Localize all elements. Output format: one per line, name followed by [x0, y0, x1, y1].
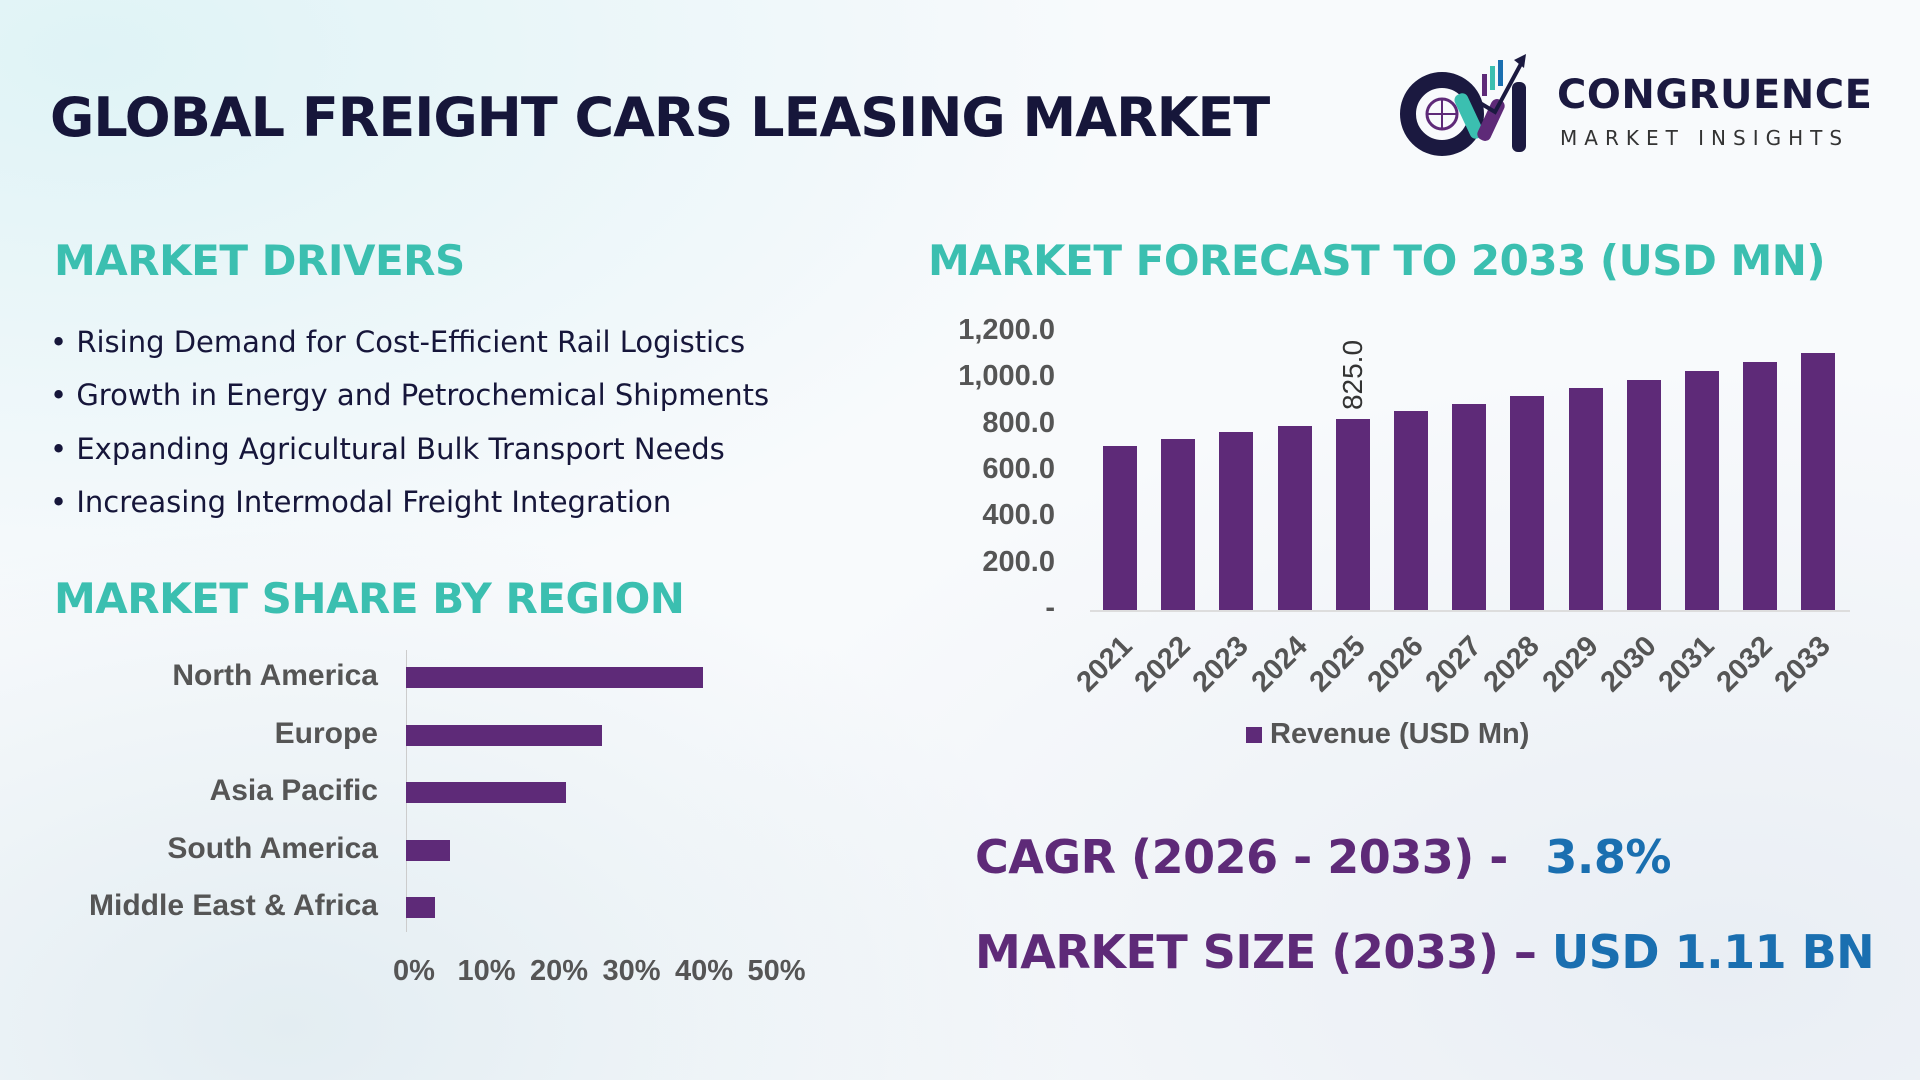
x-tick-label: 2022 [1128, 630, 1197, 699]
x-tick-label: 2030 [1594, 630, 1663, 699]
market-size: MARKET SIZE (2033) – USD 1.11 BN [975, 925, 1875, 979]
region-tick-label: 0% [393, 955, 435, 987]
driver-text: Rising Demand for Cost-Efficient Rail Lo… [76, 325, 746, 359]
forecast-bar [1394, 411, 1428, 610]
cagr-value: 3.8% [1545, 830, 1671, 884]
forecast-bar [1103, 445, 1137, 610]
driver-text: Growth in Energy and Petrochemical Shipm… [76, 378, 770, 412]
forecast-bar [1801, 352, 1836, 610]
x-tick-label: 2021 [1070, 630, 1139, 699]
driver-text: Increasing Intermodal Freight Integratio… [76, 485, 672, 519]
region-bar [406, 782, 566, 803]
region-tick-label: 50% [747, 955, 806, 987]
drivers-heading: MARKET DRIVERS [54, 236, 465, 285]
y-tick-label: 400.0 [982, 499, 1055, 532]
region-bar [406, 897, 435, 918]
region-tick-label: 20% [529, 955, 589, 987]
forecast-heading: MARKET FORECAST TO 2033 (USD MN) [928, 236, 1826, 285]
market-size-label: MARKET SIZE (2033) – [975, 925, 1537, 979]
forecast-bar [1685, 371, 1719, 610]
driver-item: • Rising Demand for Cost-Efficient Rail … [50, 325, 746, 359]
x-axis-line [1090, 610, 1850, 612]
y-tick-label: 600.0 [982, 453, 1055, 485]
legend-label: Revenue (USD Mn) [1270, 718, 1530, 750]
x-tick-label: 2029 [1536, 630, 1605, 699]
region-label: South America [167, 831, 378, 865]
x-tick-label: 2028 [1477, 630, 1547, 699]
region-tick-label: 10% [457, 955, 516, 987]
x-tick-label: 2025 [1303, 630, 1372, 699]
x-tick-label: 2026 [1361, 630, 1430, 699]
region-bar [406, 667, 704, 688]
driver-text: Expanding Agricultural Bulk Transport Ne… [76, 432, 725, 466]
page-title: GLOBAL FREIGHT CARS LEASING MARKET [50, 86, 1270, 149]
logo-tagline: MARKET INSIGHTS [1560, 126, 1850, 150]
driver-item: • Growth in Energy and Petrochemical Shi… [50, 378, 770, 412]
logo-mark-icon [1400, 54, 1526, 156]
region-label: Asia Pacific [209, 774, 378, 807]
x-tick-label: 2023 [1186, 630, 1256, 699]
region-tick-label: 30% [602, 955, 661, 987]
x-tick-label: 2027 [1419, 630, 1488, 699]
region-tick-label: 40% [674, 955, 734, 987]
x-tick-label: 2032 [1710, 630, 1779, 699]
forecast-bar [1335, 418, 1370, 610]
legend: Revenue (USD Mn) [1246, 718, 1529, 751]
driver-item: • Increasing Intermodal Freight Integrat… [50, 485, 672, 519]
region-heading: MARKET SHARE BY REGION [54, 574, 685, 623]
forecast-bar [1161, 438, 1196, 610]
x-tick-label: 2024 [1245, 630, 1314, 699]
forecast-bar [1452, 404, 1487, 610]
data-label: 825.0 [1336, 339, 1368, 410]
forecast-bar [1277, 425, 1312, 610]
region-label: Europe [274, 716, 378, 750]
x-tick-label: 2031 [1652, 630, 1721, 699]
cagr: CAGR (2026 - 2033) - 3.8% [975, 830, 1671, 884]
cagr-label: CAGR (2026 - 2033) - [975, 830, 1508, 884]
market-size-value: USD 1.11 BN [1551, 925, 1875, 979]
x-tick-label: 2033 [1768, 630, 1838, 699]
region-bar [406, 724, 602, 746]
y-tick-label: 800.0 [982, 406, 1055, 439]
forecast-bar [1626, 379, 1661, 610]
y-tick-label: 200.0 [982, 545, 1055, 578]
forecast-bar [1510, 396, 1545, 610]
y-tick-label: - [1045, 592, 1055, 624]
forecast-bar [1568, 388, 1603, 610]
forecast-bar [1219, 432, 1254, 610]
forecast-bar [1743, 362, 1778, 610]
y-tick-label: 1,000.0 [958, 360, 1055, 393]
legend-swatch [1246, 726, 1262, 743]
driver-item: • Expanding Agricultural Bulk Transport … [50, 432, 725, 466]
logo-name: CONGRUENCE [1557, 72, 1873, 118]
region-label: North America [172, 659, 378, 692]
region-bar [406, 839, 450, 861]
region-label: Middle East & Africa [89, 889, 378, 922]
logo: CONGRUENCE MARKET INSIGHTS [1400, 52, 1873, 156]
y-tick-label: 1,200.0 [958, 314, 1055, 346]
